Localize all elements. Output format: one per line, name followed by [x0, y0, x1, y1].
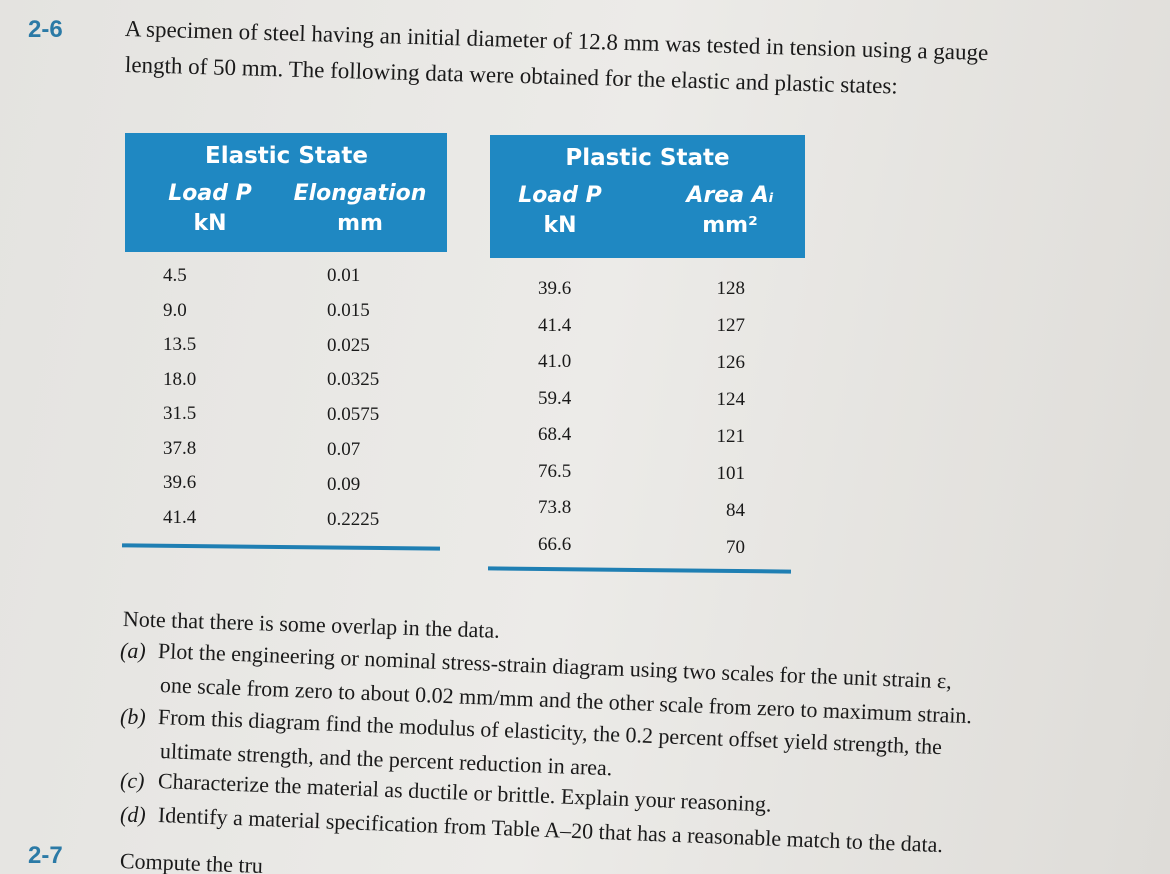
table-rule: [487, 566, 792, 574]
table-cell: 41.4: [163, 506, 197, 528]
table-cell: 76.5: [538, 460, 572, 482]
table-cell: 0.0325: [327, 369, 380, 391]
table-cell: 0.025: [327, 334, 370, 356]
table-cell: 13.5: [163, 334, 197, 355]
table-cell: 9.0: [163, 299, 187, 321]
table-cell: 41.4: [538, 314, 572, 336]
table-cell: 124: [716, 389, 746, 410]
table-cell: 121: [716, 426, 746, 447]
table-header: Elastic State Load P kN Elongation mm: [125, 133, 447, 252]
next-problem-number: 2-7: [28, 842, 63, 869]
table-cell: 70: [726, 537, 745, 558]
table-cell: 18.0: [163, 368, 197, 390]
column-header: Elongation: [293, 181, 427, 206]
column-header: Load P: [168, 181, 252, 206]
table-cell: 41.0: [538, 351, 572, 372]
table-cell: 0.01: [327, 265, 361, 286]
table-cell: 0.015: [327, 299, 370, 321]
table-cell: 0.07: [327, 439, 361, 460]
item-label: (b): [120, 704, 146, 729]
table-header: Plastic State Load P kN Area Aᵢ mm²: [490, 135, 805, 258]
table-cell: 0.0575: [327, 404, 380, 426]
table-cell: 59.4: [538, 387, 572, 409]
table-cell: 66.6: [538, 533, 572, 555]
table-cell: 126: [716, 352, 746, 373]
item-label: (d): [120, 802, 146, 827]
table-title: Plastic State: [565, 145, 730, 171]
next-problem-text: Compute the tru: [119, 848, 264, 874]
table-cell: 39.6: [163, 472, 197, 493]
column-header: kN: [543, 213, 577, 238]
column-header: Load P: [518, 183, 602, 208]
column-header: Area Aᵢ: [686, 183, 774, 208]
table-cell: 0.09: [327, 473, 361, 495]
table-cell: 39.6: [538, 278, 572, 299]
table-cell: 127: [716, 315, 746, 336]
column-header: mm: [337, 211, 383, 236]
item-label: (a): [120, 638, 146, 663]
table-cell: 128: [716, 278, 746, 299]
table-cell: 73.8: [538, 497, 572, 518]
table-cell: 101: [716, 463, 746, 484]
table-cell: 84: [726, 500, 745, 521]
item-text: Identify a material specification from T…: [157, 802, 944, 858]
item-label: (c): [120, 768, 145, 793]
table-cell: 0.2225: [327, 508, 380, 530]
column-header: kN: [193, 211, 227, 236]
column-header: mm²: [702, 213, 758, 238]
table-cell: 31.5: [163, 403, 197, 424]
table-cell: 68.4: [538, 424, 572, 445]
table-cell: 37.8: [163, 437, 197, 459]
table-cell: 4.5: [163, 265, 187, 286]
table-title: Elastic State: [205, 143, 368, 169]
table-rule: [121, 543, 441, 551]
problem-number: 2-6: [28, 16, 63, 43]
